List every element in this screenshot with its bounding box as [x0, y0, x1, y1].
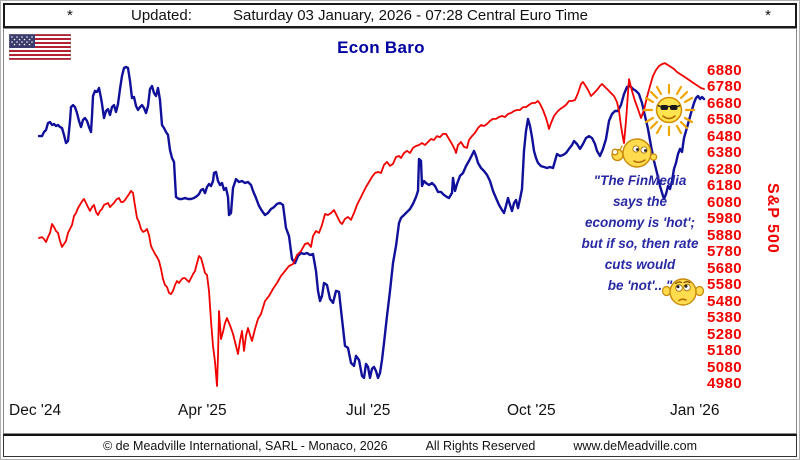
footer-copyright: © de Meadville International, SARL - Mon…: [102, 439, 388, 453]
annotation-line: says the: [612, 194, 668, 209]
header-updated-label: Updated:: [131, 7, 192, 24]
sun-with-sunglasses-icon: [642, 83, 696, 137]
smiley-ok-gesture-icon: [611, 138, 658, 168]
us-flag-icon: [9, 34, 71, 60]
annotation-line: but if so, then rate: [581, 236, 699, 251]
annotation-line: cuts would: [604, 257, 676, 272]
footer-website: www.deMeadville.com: [573, 439, 698, 453]
y-axis-title: S&P 500: [764, 183, 781, 254]
annotation-text: "The FinMedia says the economy is 'hot'; bu…: [551, 170, 729, 296]
footer-bar: © de Meadville International, SARL - Mon…: [3, 434, 797, 457]
header-asterisk-right: *: [765, 7, 771, 24]
header-bar: * Updated: Saturday 03 January, 2026 - 0…: [3, 3, 797, 28]
chart-title: Econ Baro: [337, 38, 425, 57]
footer-rights: All Rights Reserved: [425, 439, 536, 453]
header-asterisk-left: *: [67, 7, 73, 24]
annotation-line: economy is 'hot';: [585, 215, 695, 230]
header-datetime: Saturday 03 January, 2026 - 07:28 Centra…: [233, 7, 588, 24]
annotation-line: be 'not'...": [607, 278, 673, 293]
annotation-line: "The FinMedia: [593, 173, 687, 188]
smiley-worried-icon: [661, 278, 705, 306]
